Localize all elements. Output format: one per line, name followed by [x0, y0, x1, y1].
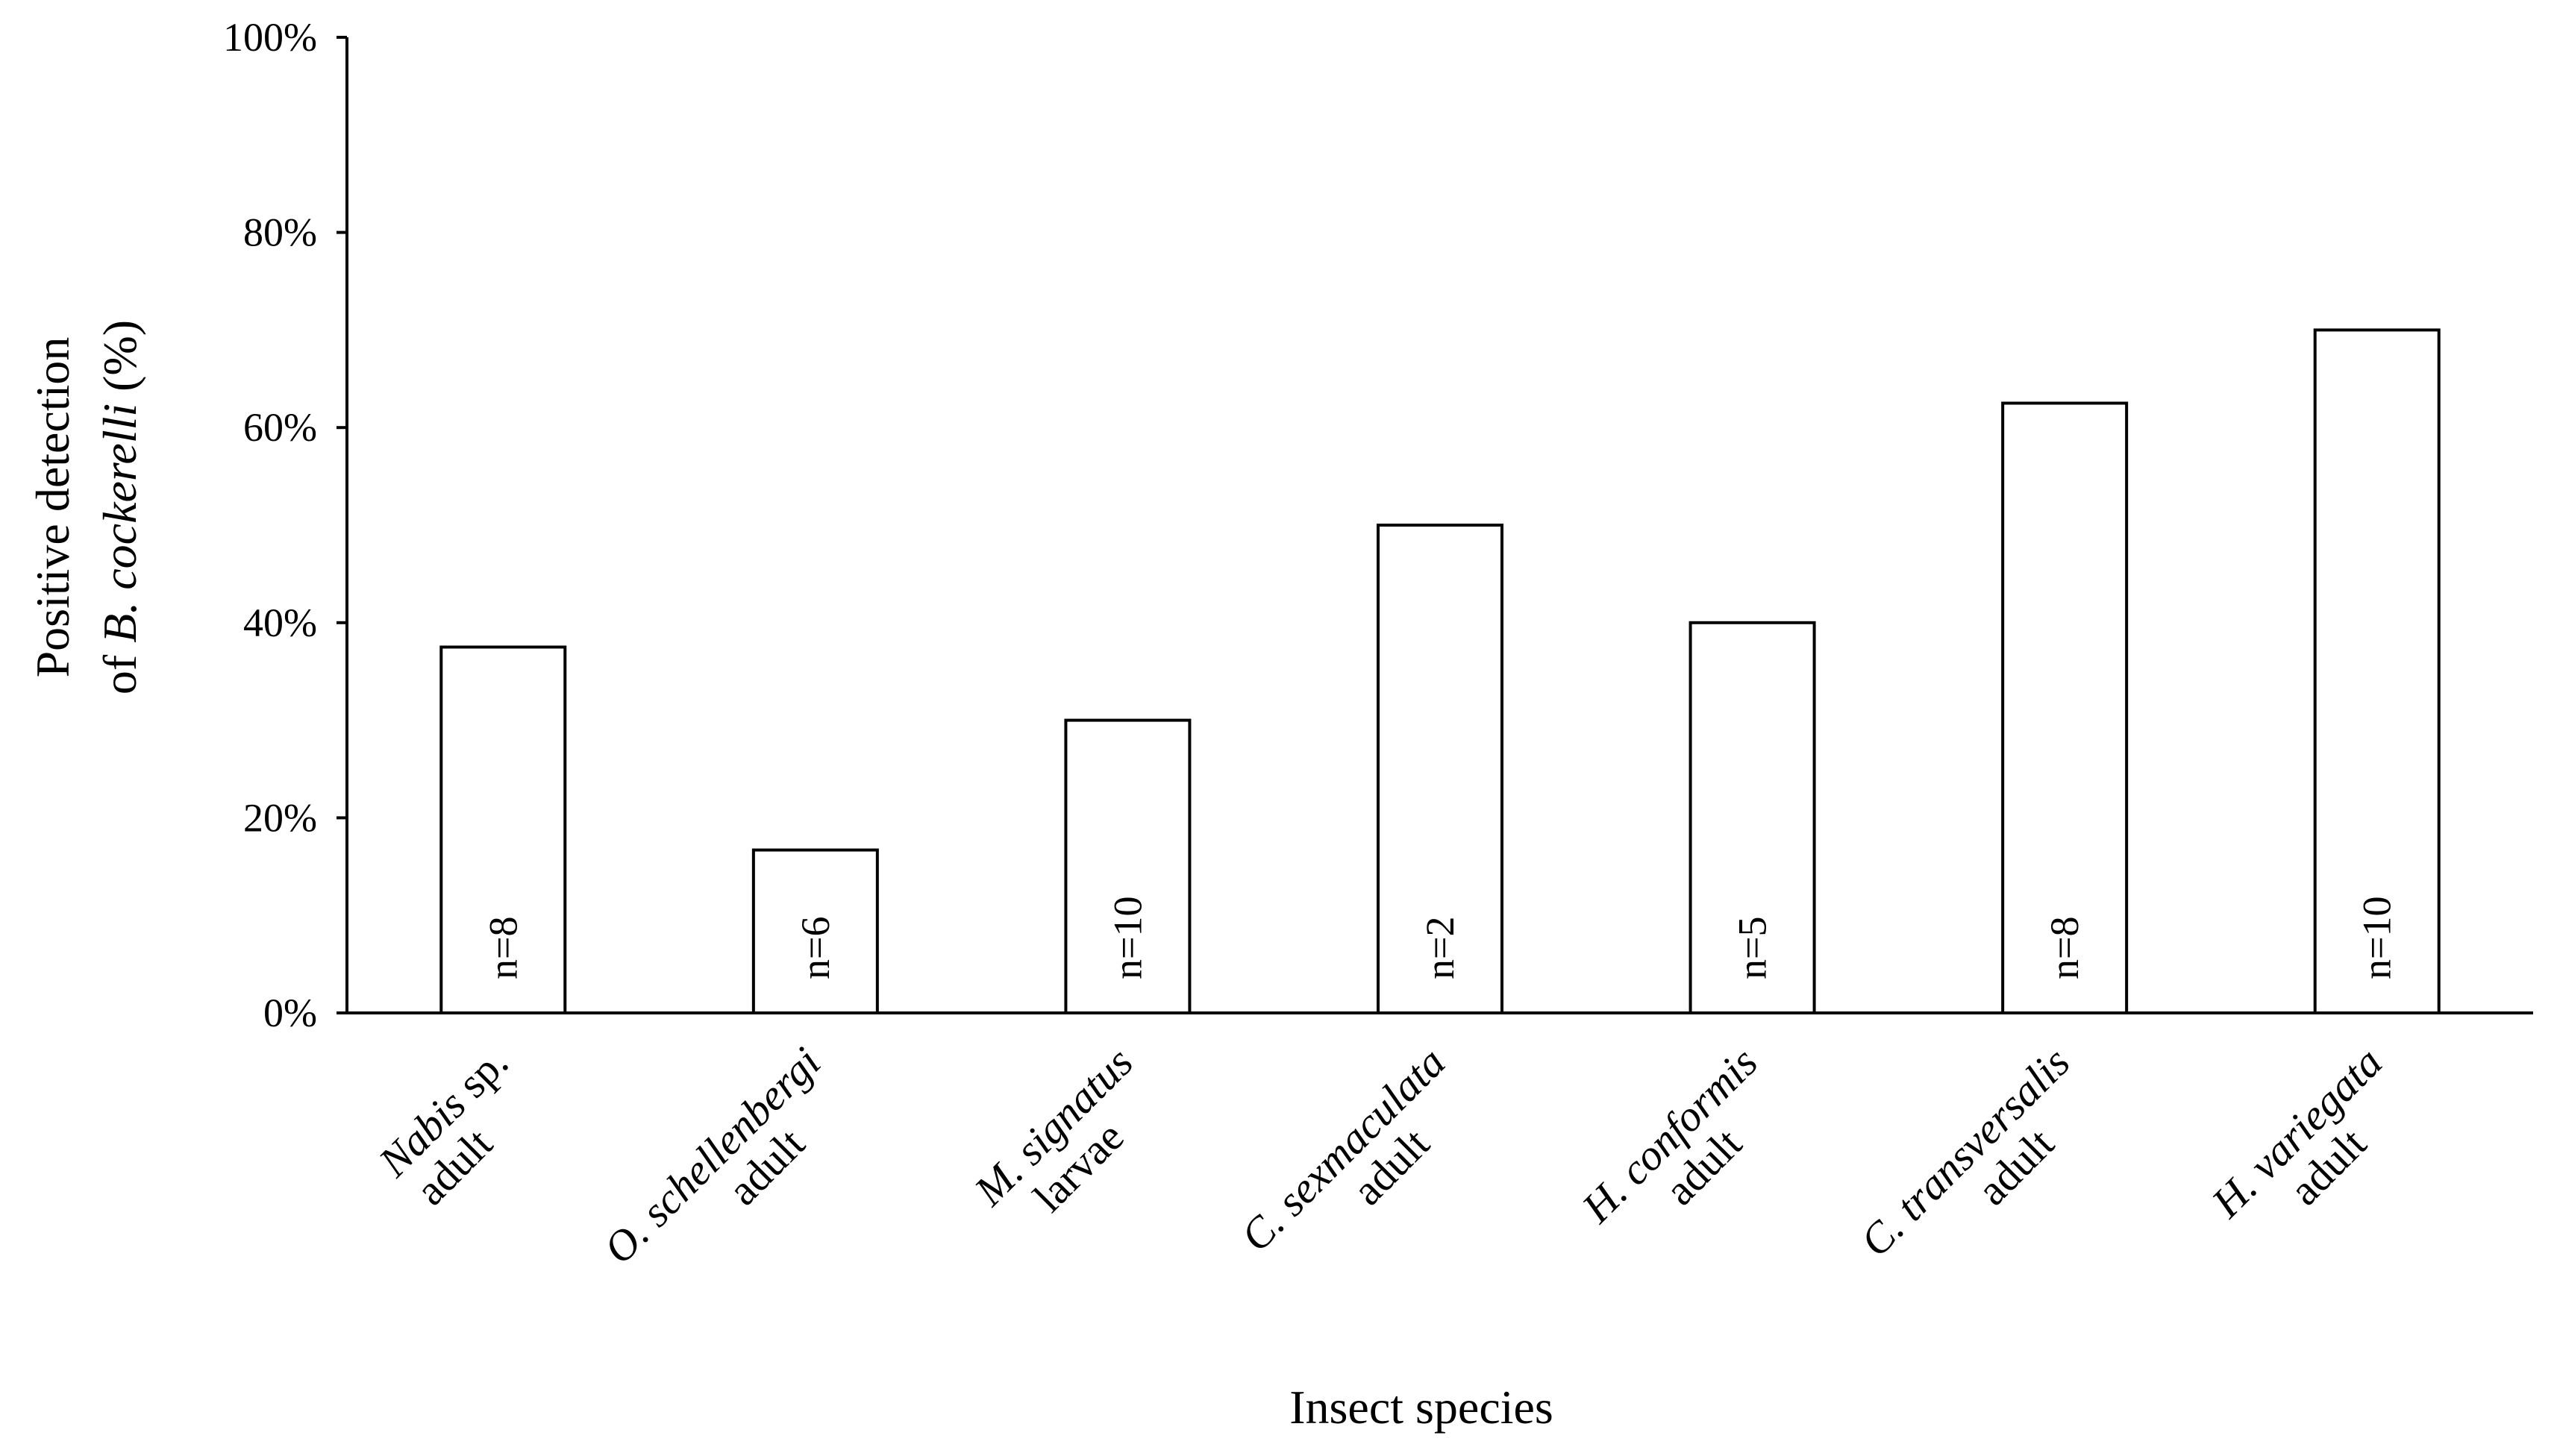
- y-tick-label: 100%: [223, 15, 317, 60]
- sample-size-label: n=5: [1730, 917, 1775, 979]
- bar: [2313, 328, 2441, 1014]
- sample-size-label: n=8: [481, 917, 525, 979]
- y-axis-title-line1: Positive detection: [26, 337, 79, 678]
- bar: [2001, 401, 2129, 1014]
- y-axis-title-text: Positive detection of B. cockerelli (%): [26, 320, 146, 694]
- sample-size-label: n=10: [2355, 897, 2400, 979]
- sample-size-label: n=10: [1105, 897, 1150, 979]
- x-axis-title: Insect species: [1289, 1381, 1553, 1434]
- sample-size-label: n=8: [2042, 917, 2087, 979]
- y-tick-label: 80%: [243, 210, 317, 255]
- y-axis-title: Positive detection of B. cockerelli (%): [26, 320, 146, 694]
- bar: [1377, 524, 1503, 1014]
- category-label-line1: H. variegata: [2202, 1038, 2391, 1227]
- y-axis-ticks: 0% 20% 40% 60% 80% 100%: [223, 15, 347, 1035]
- y-tick-label: 0%: [263, 991, 317, 1035]
- bar: [751, 848, 879, 1014]
- y-tick-label: 40%: [243, 600, 317, 645]
- sample-size-label: n=6: [793, 917, 838, 979]
- category-label: Nabis sp.adult: [369, 1038, 517, 1214]
- y-tick-label: 20%: [243, 795, 317, 840]
- axes-group: [345, 37, 2533, 1014]
- bars-group: n=8 n=6 n=10 n=2 n=5 n=8 n=10: [439, 328, 2441, 1014]
- bar: [1064, 718, 1192, 1014]
- sample-size-label: n=2: [1418, 917, 1462, 979]
- y-tick-label: 60%: [243, 405, 317, 450]
- bar: [1689, 621, 1816, 1014]
- y-axis-title-line2: of B. cockerelli (%): [93, 320, 146, 694]
- category-label-line1: H. conformis: [1572, 1038, 1767, 1232]
